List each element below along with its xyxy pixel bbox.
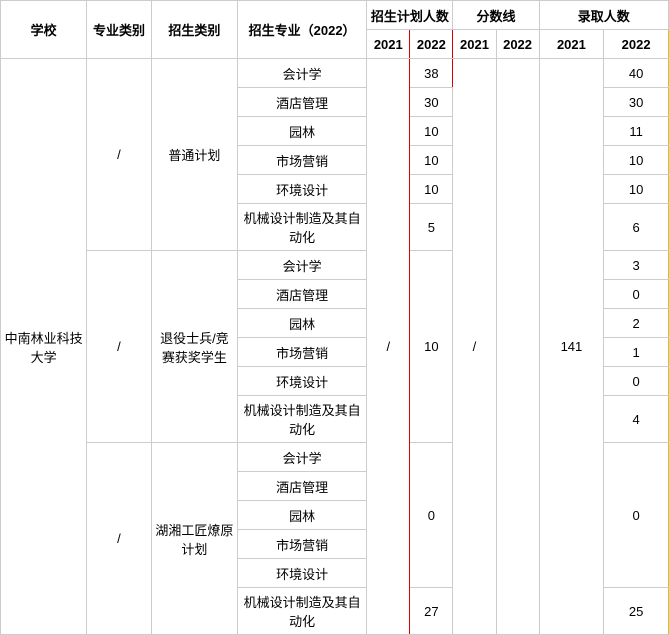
cell-plan-2022: 10 [410, 175, 453, 204]
cell-admit-2022: 3 [604, 251, 669, 280]
cell-plan-2022: 38 [410, 59, 453, 88]
h-major: 招生专业（2022） [237, 1, 366, 59]
h-major-cat: 专业类别 [87, 1, 152, 59]
h-school: 学校 [1, 1, 87, 59]
cell-admit-cat: 普通计划 [151, 59, 237, 251]
h-score: 分数线 [453, 1, 539, 30]
cell-plan-2021: / [367, 59, 410, 635]
h-score-2022: 2022 [496, 30, 539, 59]
cell-score-2022 [496, 59, 539, 635]
header-row-1: 学校 专业类别 招生类别 招生专业（2022） 招生计划人数 分数线 录取人数 [1, 1, 669, 30]
cell-major: 环境设计 [237, 367, 366, 396]
cell-major-cat: / [87, 443, 152, 635]
cell-admit-2022: 0 [604, 280, 669, 309]
cell-admit-2022: 10 [604, 175, 669, 204]
cell-admit-2022: 10 [604, 146, 669, 175]
cell-major: 环境设计 [237, 559, 366, 588]
cell-major: 市场营销 [237, 530, 366, 559]
cell-major: 酒店管理 [237, 88, 366, 117]
cell-major: 会计学 [237, 443, 366, 472]
cell-major-cat: / [87, 59, 152, 251]
cell-admit-cat: 退役士兵/竞赛获奖学生 [151, 251, 237, 443]
cell-plan-2022: 0 [410, 443, 453, 588]
cell-plan-2022: 30 [410, 88, 453, 117]
h-plan: 招生计划人数 [367, 1, 453, 30]
cell-admit-2021: 141 [539, 59, 604, 635]
h-score-2021: 2021 [453, 30, 496, 59]
cell-major: 会计学 [237, 251, 366, 280]
cell-major: 园林 [237, 117, 366, 146]
cell-admit-cat: 湖湘工匠燎原计划 [151, 443, 237, 635]
cell-major: 市场营销 [237, 146, 366, 175]
h-admit-cat: 招生类别 [151, 1, 237, 59]
cell-major: 环境设计 [237, 175, 366, 204]
h-admit-2021: 2021 [539, 30, 604, 59]
cell-major: 园林 [237, 309, 366, 338]
cell-major-cat: / [87, 251, 152, 443]
cell-admit-2022: 4 [604, 396, 669, 443]
admission-table: 学校 专业类别 招生类别 招生专业（2022） 招生计划人数 分数线 录取人数 … [0, 0, 669, 635]
cell-admit-2022: 2 [604, 309, 669, 338]
cell-score-2021: / [453, 59, 496, 635]
cell-major: 酒店管理 [237, 280, 366, 309]
cell-plan-2022: 5 [410, 204, 453, 251]
cell-major: 机械设计制造及其自动化 [237, 396, 366, 443]
cell-plan-2022: 27 [410, 588, 453, 635]
cell-major: 园林 [237, 501, 366, 530]
cell-plan-2022: 10 [410, 251, 453, 443]
cell-major: 机械设计制造及其自动化 [237, 204, 366, 251]
h-plan-2021: 2021 [367, 30, 410, 59]
cell-plan-2022: 10 [410, 146, 453, 175]
cell-admit-2022: 25 [604, 588, 669, 635]
h-admit: 录取人数 [539, 1, 668, 30]
cell-admit-2022: 6 [604, 204, 669, 251]
cell-admit-2022: 11 [604, 117, 669, 146]
cell-admit-2022: 30 [604, 88, 669, 117]
cell-admit-2022: 40 [604, 59, 669, 88]
table-row: 中南林业科技大学 / 普通计划 会计学 / 38 / 141 40 [1, 59, 669, 88]
cell-major: 市场营销 [237, 338, 366, 367]
cell-major: 机械设计制造及其自动化 [237, 588, 366, 635]
cell-major: 会计学 [237, 59, 366, 88]
cell-admit-2022: 0 [604, 367, 669, 396]
h-admit-2022: 2022 [604, 30, 669, 59]
h-plan-2022: 2022 [410, 30, 453, 59]
cell-plan-2022: 10 [410, 117, 453, 146]
cell-admit-2022: 0 [604, 443, 669, 588]
cell-admit-2022: 1 [604, 338, 669, 367]
cell-major: 酒店管理 [237, 472, 366, 501]
cell-school: 中南林业科技大学 [1, 59, 87, 635]
